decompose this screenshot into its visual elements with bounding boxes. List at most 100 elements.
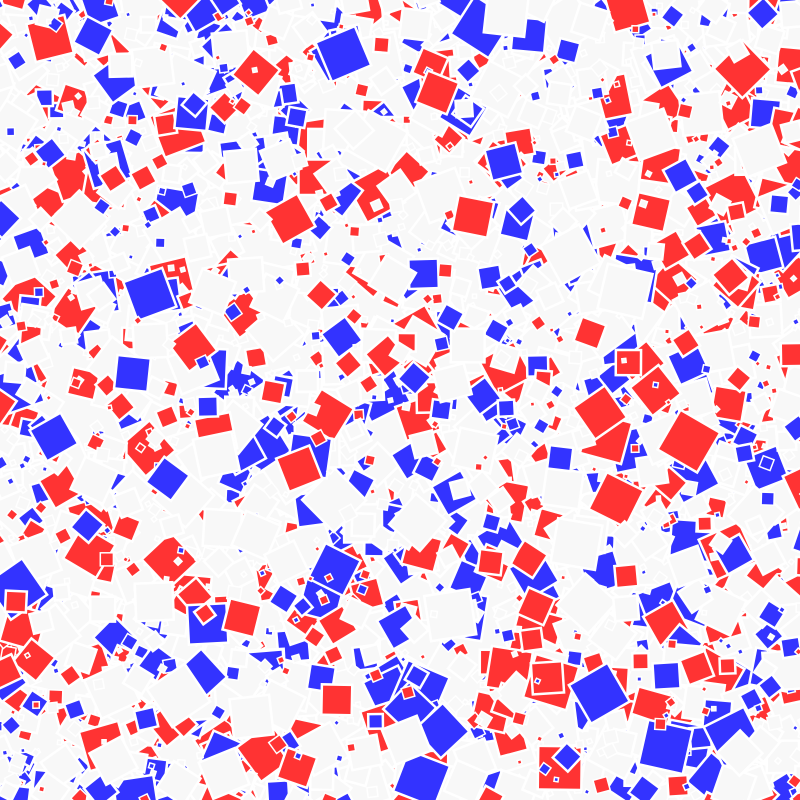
square-shape (753, 703, 764, 714)
square-shape (179, 266, 187, 274)
square-shape (329, 8, 337, 16)
square-shape (139, 15, 158, 35)
square-shape (27, 14, 35, 22)
square-shape (32, 701, 41, 709)
square-shape (163, 575, 170, 583)
square-shape (143, 499, 153, 508)
square-shape (154, 237, 166, 249)
square-shape (388, 197, 405, 214)
square-shape (157, 186, 167, 197)
square-shape (241, 364, 253, 376)
square-shape (375, 215, 385, 225)
square-shape (415, 144, 437, 166)
square-shape (121, 555, 130, 564)
square-shape (312, 204, 323, 214)
square-shape (655, 2, 664, 10)
square-shape (168, 435, 180, 447)
square-shape (46, 701, 59, 715)
square-shape (697, 516, 713, 532)
square-shape (496, 398, 517, 419)
square-shape (548, 156, 558, 166)
square-shape (565, 309, 574, 319)
square-shape (389, 317, 396, 325)
square-shape (128, 736, 139, 747)
square-shape (718, 656, 737, 676)
square-shape (721, 236, 729, 244)
square-shape (708, 163, 716, 171)
square-shape (127, 253, 135, 261)
square-shape (644, 169, 653, 178)
square-shape (222, 147, 261, 185)
square-shape (293, 63, 304, 73)
square-shape (598, 225, 608, 235)
square-shape (708, 170, 720, 182)
square-shape (51, 582, 72, 602)
square-shape (0, 720, 4, 732)
square-shape (767, 192, 791, 216)
square-shape (778, 0, 800, 30)
square-shape (701, 584, 713, 596)
square-shape (242, 15, 256, 28)
square-shape (124, 10, 132, 19)
square-shape (131, 321, 170, 360)
square-shape (529, 401, 536, 408)
square-shape (182, 232, 213, 263)
square-shape (69, 376, 83, 390)
square-shape (754, 85, 764, 95)
square-shape (268, 625, 276, 633)
square-shape (501, 55, 517, 71)
square-shape (611, 594, 641, 623)
square-shape (240, 479, 250, 488)
square-shape (92, 677, 106, 691)
square-shape (701, 363, 712, 375)
square-shape (126, 114, 138, 126)
square-shape (501, 44, 510, 52)
square-shape (676, 102, 694, 120)
square-shape (228, 647, 250, 669)
square-shape (563, 148, 587, 172)
square-shape (433, 335, 451, 353)
square-shape (474, 462, 484, 472)
square-shape (353, 82, 370, 99)
square-shape (322, 250, 330, 258)
square-shape (352, 343, 359, 351)
square-shape (612, 80, 621, 89)
square-shape (516, 758, 523, 766)
square-shape (334, 753, 344, 763)
square-shape (540, 465, 586, 511)
square-shape (454, 98, 475, 119)
square-shape (778, 635, 800, 660)
square-shape (583, 787, 591, 796)
square-shape (147, 761, 156, 771)
square-shape (7, 309, 15, 317)
square-shape (545, 443, 575, 473)
square-shape (227, 233, 237, 243)
square-shape (120, 223, 131, 234)
square-shape (368, 487, 377, 496)
square-shape (791, 317, 800, 327)
square-shape (491, 128, 507, 143)
square-shape (290, 170, 299, 178)
square-shape (631, 24, 640, 34)
square-shape (620, 357, 628, 364)
square-shape (533, 677, 542, 685)
square-shape (0, 522, 4, 532)
square-shape (400, 684, 416, 701)
square-shape (578, 48, 589, 58)
square-shape (651, 11, 657, 18)
square-shape (728, 308, 736, 317)
square-shape (292, 353, 301, 362)
square-shape (196, 395, 220, 419)
square-shape (590, 465, 598, 474)
square-shape (337, 22, 346, 31)
square-shape (789, 274, 798, 283)
square-shape (788, 220, 800, 253)
square-shape (475, 547, 506, 577)
square-shape (651, 660, 682, 692)
square-shape (320, 263, 329, 272)
square-shape (518, 626, 546, 654)
square-shape (588, 367, 601, 380)
square-shape (295, 575, 307, 588)
square-shape (5, 126, 16, 137)
square-shape (614, 348, 643, 377)
